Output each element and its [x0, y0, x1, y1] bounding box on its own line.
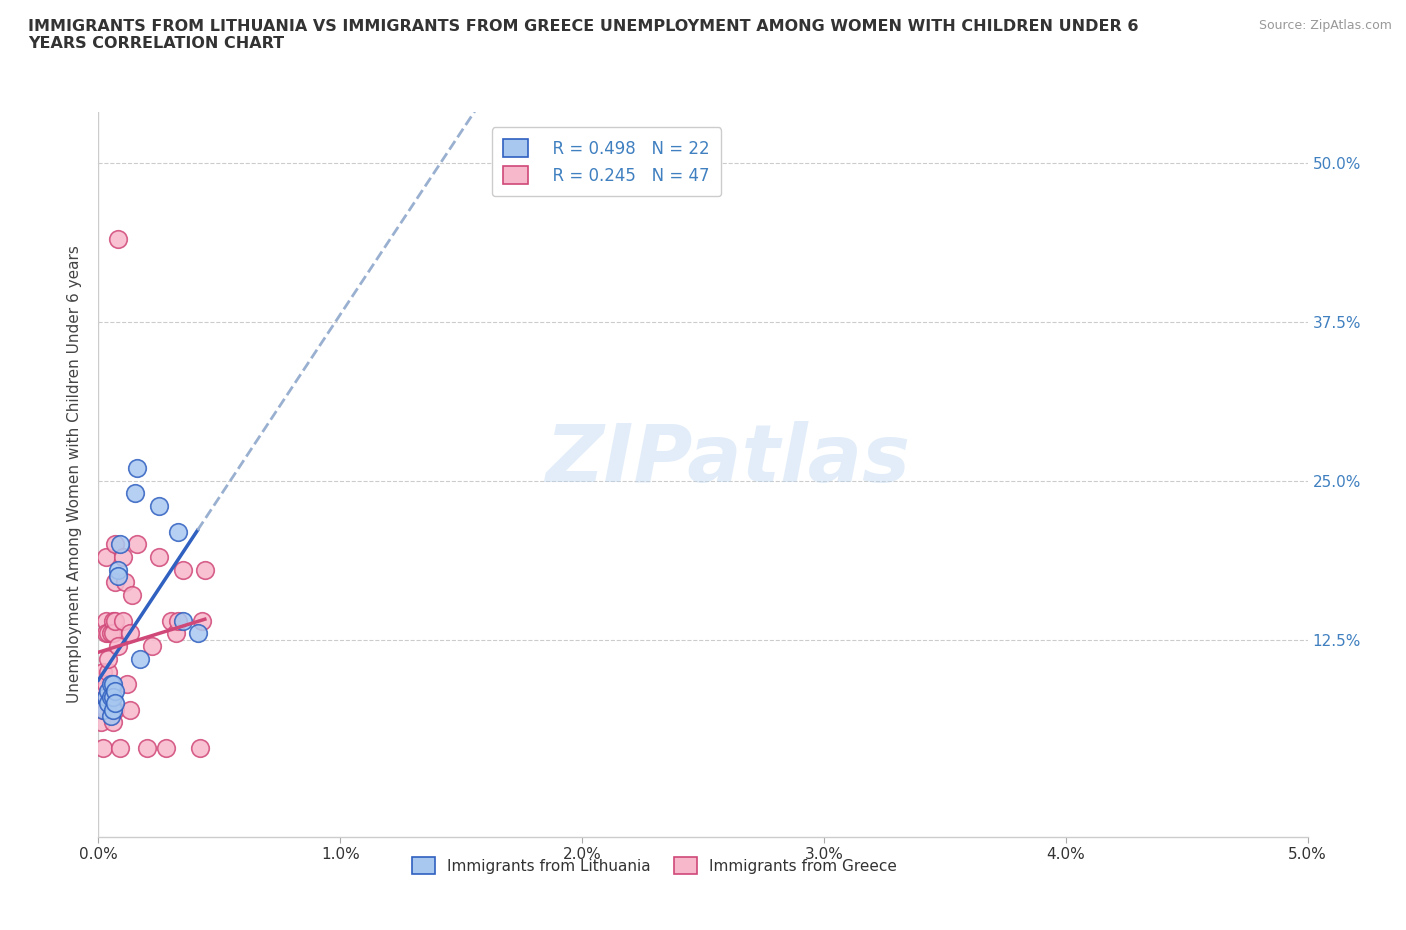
Point [172, 563, 194, 578]
Point [165, 626, 187, 641]
Point [100, 677, 122, 692]
Point [148, 550, 170, 565]
Point [100, 702, 122, 717]
Point [167, 525, 190, 539]
Point [118, 702, 141, 717]
Y-axis label: Unemployment Among Women with Children Under 6 years: Unemployment Among Women with Children U… [67, 246, 83, 703]
Point [101, 677, 124, 692]
Point [94, 702, 117, 717]
Point [104, 575, 127, 590]
Point [124, 486, 146, 501]
Point [107, 563, 129, 578]
Point [91, 664, 114, 679]
Point [100, 689, 122, 704]
Point [188, 740, 211, 755]
Point [104, 613, 127, 628]
Point [101, 689, 124, 704]
Point [97, 626, 120, 641]
Point [90, 689, 112, 704]
Point [107, 232, 129, 246]
Point [117, 677, 139, 692]
Point [101, 613, 124, 628]
Point [101, 715, 124, 730]
Point [135, 740, 157, 755]
Text: ZIPatlas: ZIPatlas [544, 420, 910, 498]
Point [107, 639, 129, 654]
Point [172, 613, 194, 628]
Point [94, 677, 117, 692]
Point [104, 696, 127, 711]
Point [94, 626, 117, 641]
Point [155, 740, 177, 755]
Legend: Immigrants from Lithuania, Immigrants from Greece: Immigrants from Lithuania, Immigrants fr… [406, 851, 903, 880]
Point [160, 613, 183, 628]
Point [91, 702, 114, 717]
Point [167, 613, 190, 628]
Point [97, 664, 120, 679]
Text: IMMIGRANTS FROM LITHUANIA VS IMMIGRANTS FROM GREECE UNEMPLOYMENT AMONG WOMEN WIT: IMMIGRANTS FROM LITHUANIA VS IMMIGRANTS … [28, 19, 1139, 51]
Point [100, 689, 122, 704]
Point [187, 626, 209, 641]
Point [191, 613, 214, 628]
Point [91, 702, 114, 717]
Point [108, 537, 131, 551]
Point [104, 537, 127, 551]
Point [141, 639, 163, 654]
Point [94, 689, 117, 704]
Point [108, 740, 131, 755]
Point [114, 575, 136, 590]
Point [100, 626, 122, 641]
Point [118, 626, 141, 641]
Point [121, 588, 143, 603]
Point [101, 626, 124, 641]
Point [127, 460, 149, 475]
Point [107, 568, 129, 583]
Point [127, 537, 149, 551]
Point [97, 684, 120, 698]
Point [90, 715, 112, 730]
Point [104, 702, 127, 717]
Point [104, 684, 127, 698]
Point [194, 563, 217, 578]
Point [97, 696, 120, 711]
Point [97, 651, 120, 666]
Point [101, 702, 124, 717]
Point [94, 689, 117, 704]
Point [148, 498, 170, 513]
Point [111, 613, 134, 628]
Point [91, 740, 114, 755]
Point [94, 613, 117, 628]
Point [100, 709, 122, 724]
Point [128, 651, 150, 666]
Point [94, 550, 117, 565]
Text: Source: ZipAtlas.com: Source: ZipAtlas.com [1258, 19, 1392, 32]
Point [91, 684, 114, 698]
Point [111, 550, 134, 565]
